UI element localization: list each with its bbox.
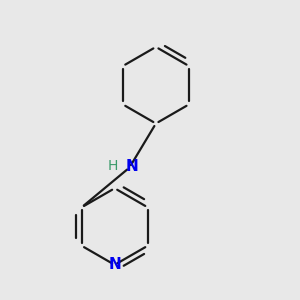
Text: H: H <box>108 160 119 173</box>
Text: N: N <box>126 159 139 174</box>
Text: N: N <box>108 257 121 272</box>
